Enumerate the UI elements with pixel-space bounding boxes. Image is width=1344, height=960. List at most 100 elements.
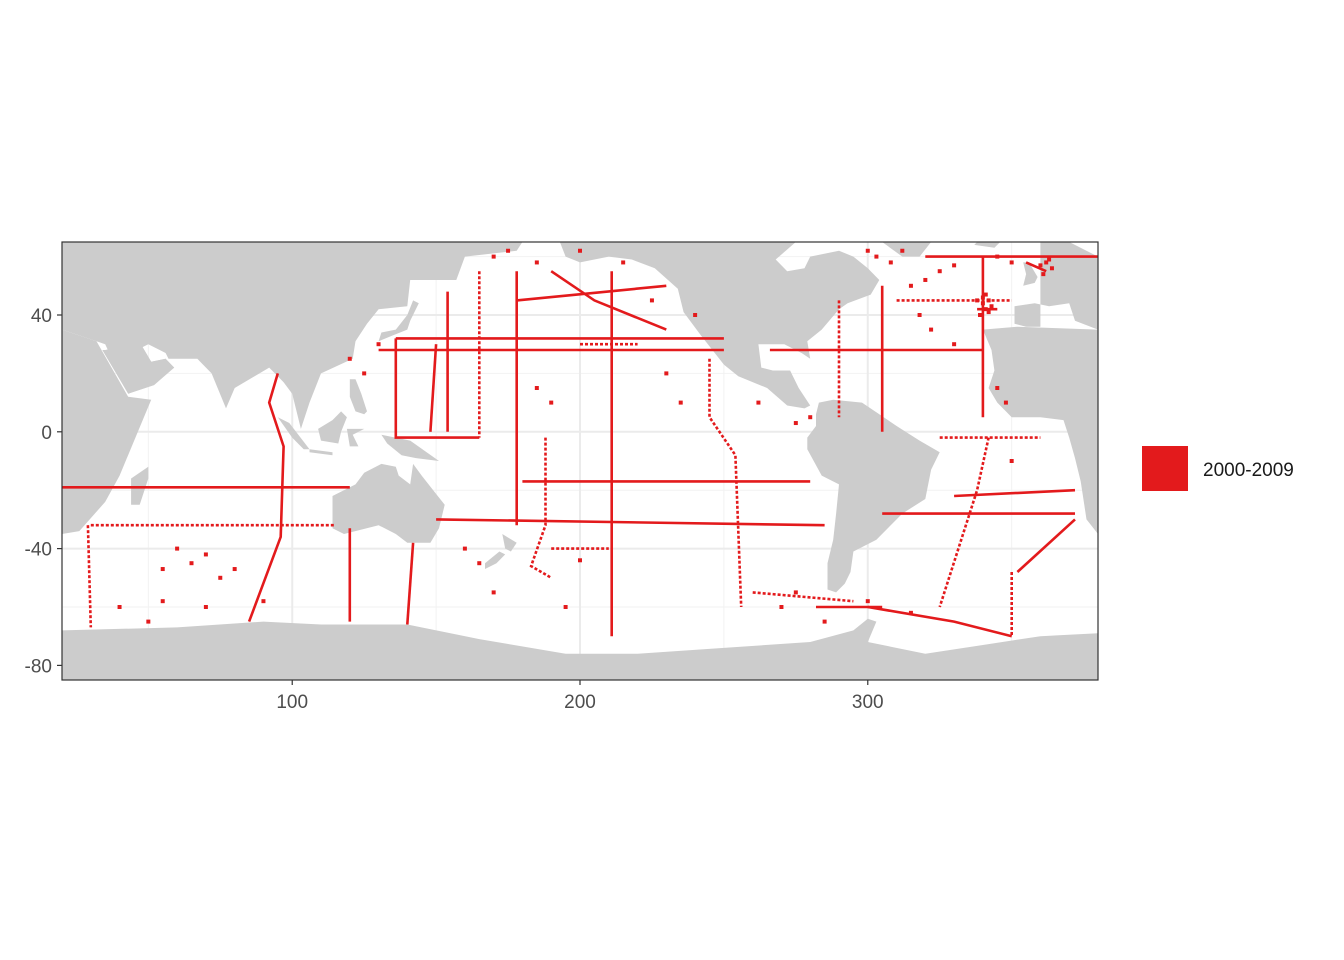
observation-point [952,263,957,268]
observation-point [506,248,511,253]
land-antarctica [62,618,1098,680]
observation-point [888,260,893,265]
observation-point [793,421,798,426]
legend-label: 2000-2009 [1203,460,1294,481]
observation-point [989,304,994,309]
observation-point [563,605,568,609]
observation-point [865,248,870,253]
land-africa [62,329,152,534]
cruise-track [429,344,438,432]
cruise-track [1025,261,1047,273]
cruise-track [752,591,854,603]
cruise-track [1016,518,1076,573]
observation-point [232,567,237,572]
observation-point [808,415,813,420]
observation-point [983,307,988,312]
land-north-america [559,242,880,409]
cruise-track [516,284,667,302]
land-new-zealand-south [485,551,506,569]
y-tick-label: 0 [41,423,52,444]
observation-point [865,599,870,604]
land-eurasia [62,242,523,429]
observation-point [146,619,151,624]
observation-point [477,561,482,566]
land-europe-west [1014,242,1098,330]
land-philippines [349,379,367,415]
legend: 2000-2009 [1142,446,1294,491]
land-greenland [882,242,932,257]
observation-point [578,248,582,253]
observation-point [1044,260,1049,265]
observation-point [347,356,352,361]
observation-point [1047,257,1052,262]
observation-point [986,310,991,315]
observation-point [203,605,208,609]
observation-point [175,546,180,551]
observation-point [822,619,827,624]
observation-point [261,599,266,604]
observation-point [978,313,983,317]
observation-point [900,248,905,253]
land-africa-west [982,326,1098,534]
observation-point [980,301,985,306]
cruise-track [867,605,1013,638]
x-tick-label: 100 [276,692,308,713]
observation-point [160,567,165,572]
observation-point [362,371,367,376]
observation-point [693,313,698,317]
land-sumatra [277,417,310,450]
cruise-track [708,358,743,608]
observation-point [491,590,496,595]
cruise-track [436,518,825,527]
cruise-track [954,488,1076,498]
land-sulawesi [346,428,365,447]
observation-point [983,292,988,297]
land-borneo [318,411,347,444]
observation-point [779,605,784,609]
observation-point [664,371,669,376]
land-java [309,449,333,456]
observation-point [995,254,1000,259]
observation-point [218,575,223,580]
y-tick-label: 40 [31,306,52,327]
observation-point [678,400,683,405]
observation-point [376,342,381,347]
x-tick-label: 200 [564,692,596,713]
y-tick-label: -40 [25,540,52,561]
observation-point [908,610,913,615]
observation-point [1009,459,1014,463]
observation-point [980,295,985,300]
cruise-track [406,542,415,625]
land-arabia-cut [102,344,175,394]
observation-point [1003,400,1008,405]
observation-point [578,558,582,563]
observation-point [923,277,928,282]
observation-point [160,599,165,604]
observation-point [117,605,122,609]
observation-point [995,386,1000,390]
cruise-track [394,338,480,439]
observation-point [937,269,942,274]
observation-point [462,546,467,551]
observation-point [793,590,798,595]
cruise-track [529,437,552,579]
cruise-track [938,437,990,608]
observation-point [649,298,654,303]
land-japan [378,300,419,342]
observation-point [549,400,554,405]
cruise-track [86,525,93,628]
observation-point [534,386,539,390]
land-madagascar [131,466,149,505]
observation-point [1049,266,1054,271]
y-tick-label: -80 [25,656,52,677]
land-australia [332,463,445,543]
observation-point [756,400,761,405]
observation-point [908,283,913,288]
observation-point [917,313,922,317]
track-layer [62,248,1098,638]
land-new-zealand-north [502,534,517,552]
land-layer [62,242,1098,680]
observation-point [986,298,991,303]
